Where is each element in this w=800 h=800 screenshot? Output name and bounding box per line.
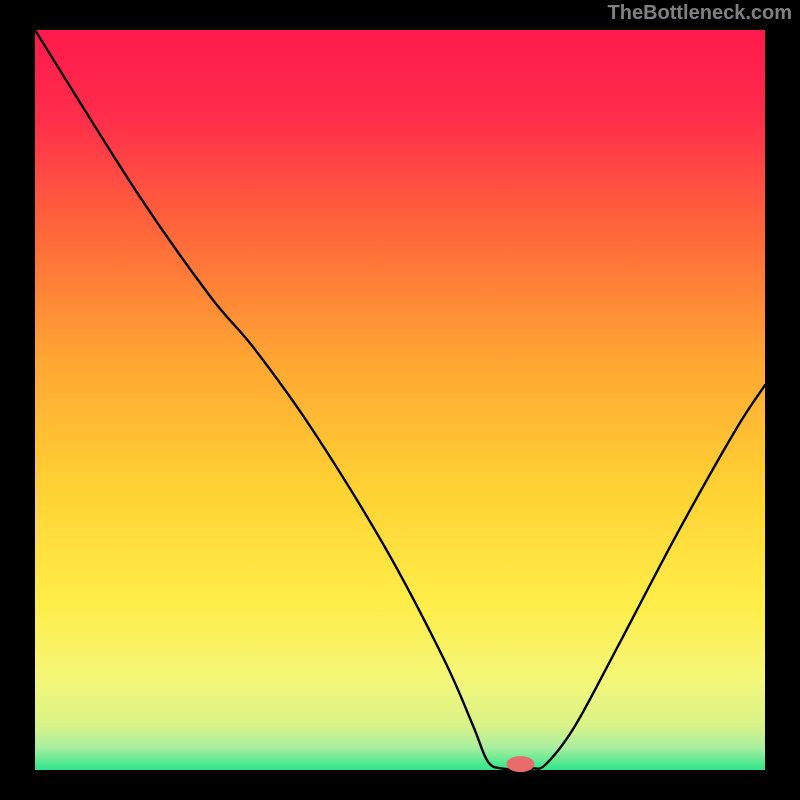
chart-stage: TheBottleneck.com [0, 0, 800, 800]
bottleneck-chart [0, 0, 800, 800]
plot-background [35, 30, 765, 770]
optimal-marker [506, 756, 534, 772]
watermark-text: TheBottleneck.com [608, 2, 792, 25]
